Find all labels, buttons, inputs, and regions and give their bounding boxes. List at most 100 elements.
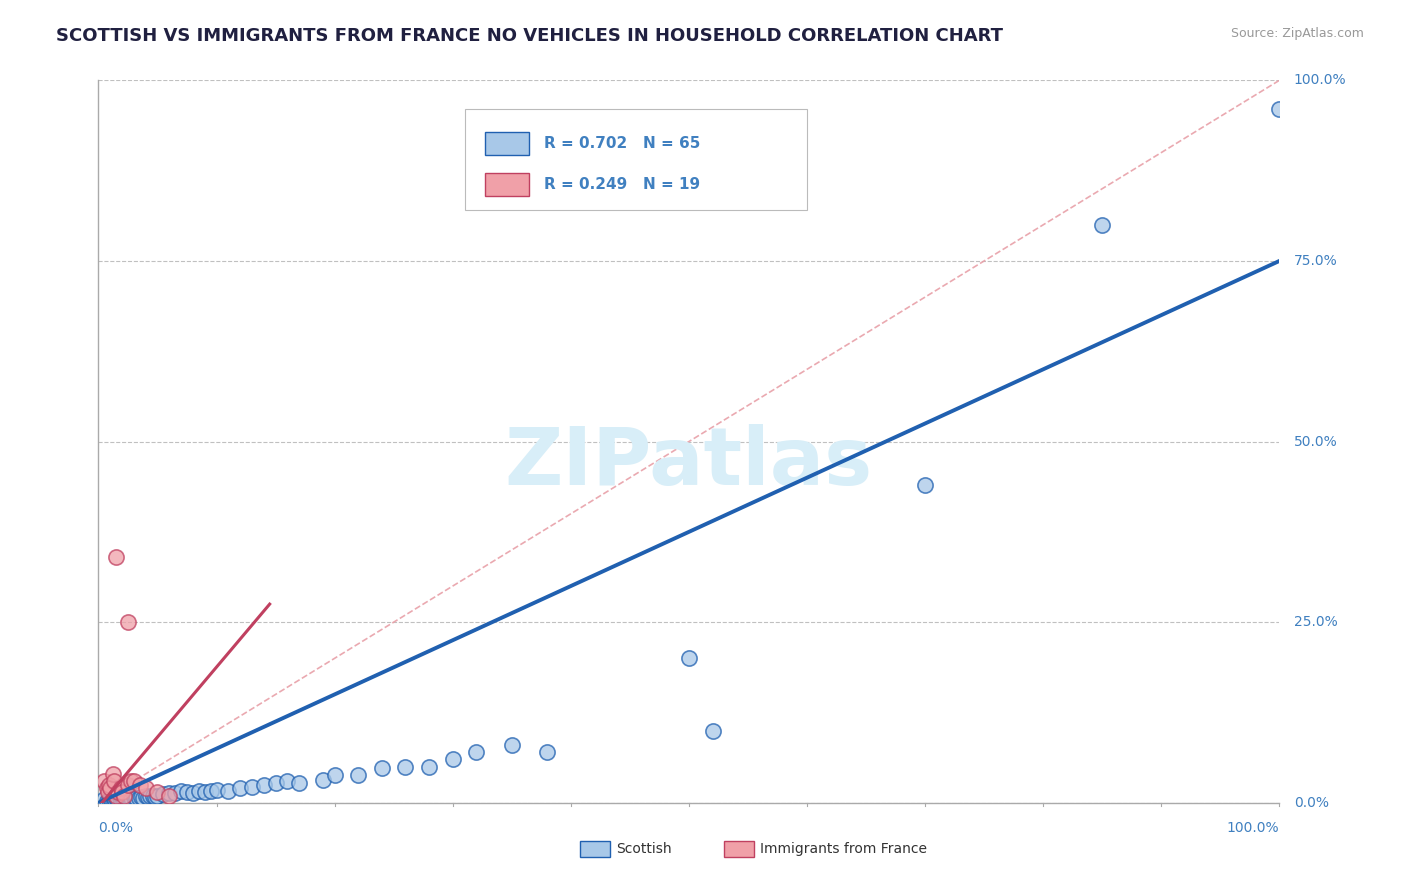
Point xyxy=(111,785,134,799)
Point xyxy=(112,793,135,807)
Point xyxy=(125,791,148,805)
Point xyxy=(1268,102,1291,116)
FancyBboxPatch shape xyxy=(485,173,530,196)
Point xyxy=(98,793,121,807)
FancyBboxPatch shape xyxy=(581,841,610,857)
Point xyxy=(115,792,138,806)
Point xyxy=(135,789,157,804)
Point xyxy=(121,790,143,805)
Point xyxy=(135,781,157,796)
Point xyxy=(217,784,239,798)
FancyBboxPatch shape xyxy=(464,109,807,211)
Text: Source: ZipAtlas.com: Source: ZipAtlas.com xyxy=(1230,27,1364,40)
Point xyxy=(120,792,142,806)
Point xyxy=(501,738,523,752)
Point xyxy=(312,772,335,787)
Point xyxy=(96,794,118,808)
Point xyxy=(122,790,145,805)
Text: Immigrants from France: Immigrants from France xyxy=(759,842,927,856)
Point xyxy=(441,752,464,766)
Point xyxy=(128,778,150,792)
Point xyxy=(264,775,287,789)
Point xyxy=(146,789,169,803)
Point xyxy=(152,787,174,801)
Point xyxy=(276,774,298,789)
Text: 50.0%: 50.0% xyxy=(1294,434,1337,449)
Point xyxy=(132,790,155,805)
Text: R = 0.702   N = 65: R = 0.702 N = 65 xyxy=(544,136,700,151)
Point xyxy=(187,784,209,798)
Point xyxy=(122,774,145,789)
Point xyxy=(104,793,127,807)
Point xyxy=(97,785,120,799)
Text: 100.0%: 100.0% xyxy=(1227,821,1279,835)
Point xyxy=(103,792,125,806)
Point xyxy=(418,760,440,774)
Point xyxy=(323,768,346,782)
Point xyxy=(107,785,129,799)
Point xyxy=(114,791,136,805)
Point xyxy=(93,792,115,806)
Point xyxy=(129,790,152,805)
Text: SCOTTISH VS IMMIGRANTS FROM FRANCE NO VEHICLES IN HOUSEHOLD CORRELATION CHART: SCOTTISH VS IMMIGRANTS FROM FRANCE NO VE… xyxy=(56,27,1004,45)
Point xyxy=(139,789,162,803)
Point xyxy=(98,791,121,805)
Point xyxy=(142,789,165,804)
Point xyxy=(157,786,180,800)
Point xyxy=(105,792,128,806)
Text: 0.0%: 0.0% xyxy=(98,821,134,835)
Point xyxy=(157,789,180,803)
Point xyxy=(194,785,217,799)
Point xyxy=(100,793,122,807)
Point xyxy=(240,780,263,794)
Point xyxy=(914,478,936,492)
Point xyxy=(98,778,121,792)
Point xyxy=(181,786,204,800)
FancyBboxPatch shape xyxy=(724,841,754,857)
Point xyxy=(118,791,141,805)
Point xyxy=(128,790,150,805)
FancyBboxPatch shape xyxy=(485,132,530,154)
Text: 75.0%: 75.0% xyxy=(1294,254,1337,268)
Point xyxy=(117,615,139,630)
Point xyxy=(229,781,252,796)
Point xyxy=(165,786,187,800)
Point xyxy=(111,790,134,805)
Point xyxy=(121,774,143,789)
Point xyxy=(117,790,139,805)
Point xyxy=(117,778,139,792)
Point xyxy=(103,774,125,789)
Point xyxy=(347,768,370,782)
Point xyxy=(200,783,222,797)
Point xyxy=(110,792,132,806)
Point xyxy=(101,767,124,781)
Text: ZIPatlas: ZIPatlas xyxy=(505,425,873,502)
Point xyxy=(108,791,131,805)
Point xyxy=(98,781,121,796)
Point xyxy=(253,779,276,793)
Point xyxy=(143,790,166,805)
Point xyxy=(112,789,135,803)
Point xyxy=(146,785,169,799)
Point xyxy=(107,793,129,807)
Point xyxy=(394,760,416,774)
Point xyxy=(465,745,488,759)
Point xyxy=(170,784,193,798)
Point xyxy=(702,723,724,738)
Text: R = 0.249   N = 19: R = 0.249 N = 19 xyxy=(544,177,700,192)
Point xyxy=(101,794,124,808)
Point xyxy=(96,781,118,796)
Point xyxy=(105,550,128,565)
Text: 100.0%: 100.0% xyxy=(1294,73,1347,87)
Point xyxy=(536,745,558,759)
Point xyxy=(176,785,198,799)
Point xyxy=(93,774,115,789)
Point xyxy=(110,781,132,796)
Point xyxy=(371,761,394,775)
Point xyxy=(112,792,135,806)
Text: Scottish: Scottish xyxy=(616,842,671,856)
Point xyxy=(105,789,128,803)
Point xyxy=(1091,218,1114,232)
Text: 0.0%: 0.0% xyxy=(1294,796,1329,810)
Point xyxy=(105,791,128,805)
